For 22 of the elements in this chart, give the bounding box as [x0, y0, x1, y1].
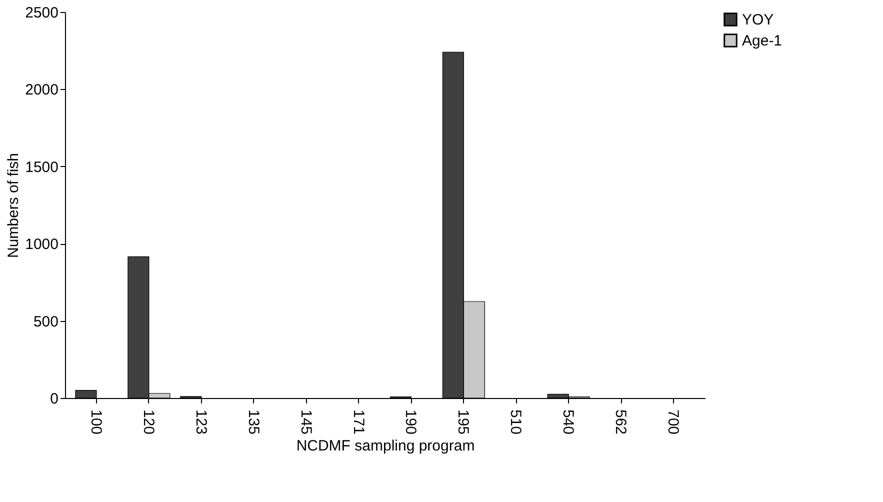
- x-tick-label: 190: [402, 410, 420, 435]
- x-tick-label: 510: [507, 410, 524, 435]
- x-tick-label: 540: [560, 410, 577, 435]
- x-tick-label: 100: [87, 410, 104, 435]
- x-tick-label: 195: [454, 410, 472, 435]
- y-tick-label: 0: [50, 390, 58, 408]
- x-tick-label: 171: [350, 410, 367, 435]
- y-tick-label: 500: [33, 313, 58, 330]
- y-tick-label: 1500: [25, 158, 58, 176]
- legend-label: YOY: [742, 12, 774, 28]
- x-tick-label: 562: [612, 410, 630, 435]
- x-tick-label: 145: [297, 410, 314, 435]
- x-axis-title: NCDMF sampling program: [296, 438, 475, 455]
- x-tick-label: 135: [244, 410, 262, 435]
- y-tick-label: 2000: [25, 82, 58, 99]
- y-tick-label: 1000: [25, 236, 58, 254]
- y-axis-title: Numbers of fish: [5, 152, 22, 258]
- x-tick-label: 123: [192, 410, 210, 435]
- x-tick-label: 120: [140, 410, 157, 435]
- y-tick-label: 2500: [25, 4, 58, 22]
- legend-label: Age-1: [742, 32, 782, 50]
- x-tick-label: 700: [664, 410, 682, 435]
